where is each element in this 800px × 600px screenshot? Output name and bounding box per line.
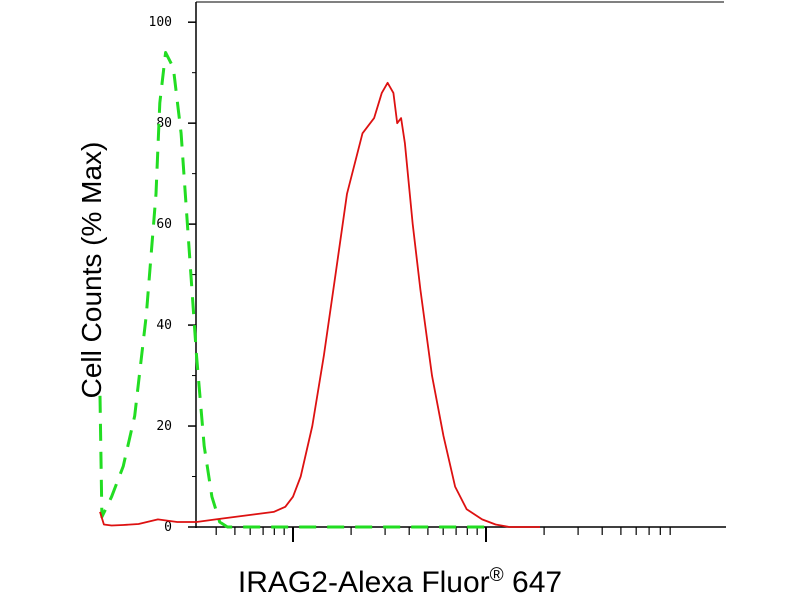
y-tick-label: 60 (156, 217, 172, 232)
y-axis-title: Cell Counts (% Max) (76, 142, 107, 399)
y-tick-label: 0 (164, 520, 172, 535)
x-axis-title-superscript: ® (490, 565, 504, 586)
x-axis-title-main: IRAG2-Alexa Fluor (238, 566, 490, 599)
x-axis-title-suffix: 647 (504, 566, 562, 599)
x-axis (215, 527, 671, 542)
x-axis-title: IRAG2-Alexa Fluor® 647 (238, 565, 562, 599)
series-line-2 (99, 81, 540, 528)
series-layer (98, 51, 540, 529)
y-tick-label: 100 (149, 15, 172, 30)
plot-frame (195, 1, 726, 528)
y-tick-label: 20 (156, 419, 172, 434)
y-tick-label: 40 (156, 318, 172, 333)
series-line-1 (98, 51, 486, 529)
